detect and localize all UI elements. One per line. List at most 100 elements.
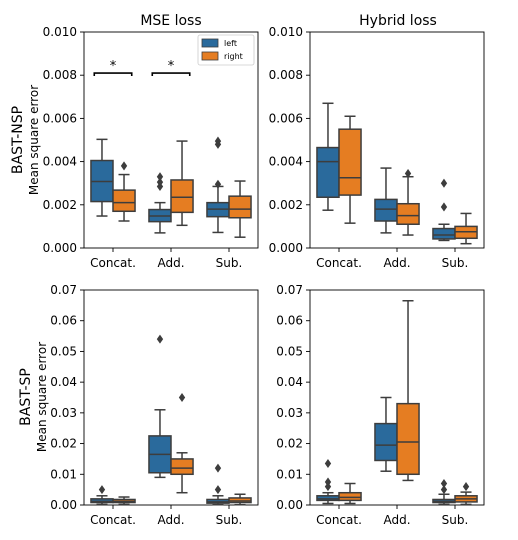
x-tick-label: Sub. [216, 513, 243, 527]
box-right-concat [112, 161, 136, 222]
legend-swatch-left [201, 38, 219, 48]
box-left-sub [432, 478, 456, 506]
box-iqr [170, 179, 194, 214]
box-right-sub [228, 180, 252, 238]
outlier-point [214, 179, 222, 189]
box-iqr [170, 458, 194, 476]
y-tick-label: 0.07 [50, 283, 77, 297]
column-title-hybrid: Hybrid loss [359, 13, 437, 29]
row-title-nsp: BAST-NSP [10, 106, 26, 174]
y-tick-label: 0.008 [269, 68, 303, 82]
box-left-add [374, 167, 398, 234]
x-tick-label: Sub. [216, 256, 243, 270]
y-tick-label: 0.06 [276, 314, 303, 328]
box-right-add [396, 300, 420, 482]
legend-label-right: right [224, 52, 243, 61]
outlier-point [462, 482, 470, 492]
x-tick-label: Add. [157, 256, 184, 270]
y-tick-label: 0.004 [43, 155, 77, 169]
y-tick-label: 0.04 [50, 375, 77, 389]
box-iqr [432, 227, 456, 240]
box-iqr [228, 195, 252, 219]
significance-marker: * [168, 59, 175, 74]
panel-mse-nsp: 0.000 0.002 0.004 0.006 0.008 0.010 Concat. Add… [43, 25, 259, 270]
x-tick-label: Concat. [90, 513, 136, 527]
outlier-point [404, 168, 412, 179]
row-title-sp: BAST-SP [18, 368, 34, 426]
box-iqr [112, 189, 136, 213]
y-tick-label: 0.02 [50, 437, 77, 451]
outlier-point [98, 485, 106, 495]
outlier-point [440, 202, 448, 212]
box-left-concat [316, 102, 340, 211]
y-tick-label: 0.006 [43, 111, 77, 125]
legend-swatch-right [201, 51, 219, 61]
y-tick-label: 0.010 [43, 25, 77, 39]
box-left-sub [206, 463, 230, 506]
y-tick-label: 0.00 [276, 498, 303, 512]
outlier-point [440, 178, 448, 188]
box-left-sub [432, 178, 456, 242]
box-iqr [338, 128, 362, 196]
y-tick-label: 0.04 [276, 375, 303, 389]
box-left-add [148, 334, 172, 479]
box-left-add [374, 396, 398, 472]
y-tick-label: 0.000 [269, 241, 303, 255]
box-right-sub [454, 482, 478, 506]
y-tick-label: 0.010 [269, 25, 303, 39]
y-tick-label: 0.002 [43, 198, 77, 212]
row-ylabel-nsp: Mean square error [27, 85, 41, 195]
y-tick-label: 0.01 [276, 467, 303, 481]
outlier-point [214, 136, 222, 146]
box-left-concat [316, 459, 340, 505]
outlier-point [120, 161, 128, 171]
box-iqr [396, 402, 420, 476]
row-ylabel-sp: Mean square error [35, 342, 49, 452]
box-right-add [170, 140, 194, 227]
significance-bracket [151, 72, 191, 77]
y-tick-label: 0.03 [50, 406, 77, 420]
box-iqr [396, 202, 420, 225]
x-tick-label: Add. [383, 513, 410, 527]
outlier-point [178, 392, 186, 403]
x-tick-label: Concat. [316, 513, 362, 527]
panel-hybrid-nsp: 0.000 0.002 0.004 0.006 0.008 0.010 Concat. Add… [269, 25, 485, 270]
box-right-sub [228, 493, 252, 506]
box-right-add [170, 392, 194, 494]
outlier-point [214, 463, 222, 473]
outlier-point [440, 478, 448, 489]
x-tick-label: Sub. [442, 256, 469, 270]
y-tick-label: 0.03 [276, 406, 303, 420]
outlier-point [156, 172, 164, 182]
y-tick-label: 0.00 [50, 498, 77, 512]
box-right-add [396, 168, 420, 236]
box-iqr [374, 198, 398, 222]
y-tick-label: 0.05 [276, 344, 303, 358]
outlier-point [324, 459, 332, 469]
outlier-point [214, 485, 222, 495]
x-tick-label: Concat. [90, 256, 136, 270]
box-iqr [316, 495, 340, 502]
x-tick-label: Sub. [442, 513, 469, 527]
column-title-mse: MSE loss [140, 13, 201, 29]
significance-bracket [93, 72, 133, 77]
outlier-point [156, 177, 164, 187]
box-right-concat [112, 496, 136, 506]
outlier-point [324, 477, 332, 487]
outlier-point [440, 485, 448, 495]
box-iqr [228, 497, 252, 504]
y-tick-label: 0.002 [269, 198, 303, 212]
box-iqr [338, 491, 362, 502]
box-left-add [148, 172, 172, 234]
y-tick-label: 0.000 [43, 241, 77, 255]
x-tick-label: Concat. [316, 256, 362, 270]
y-tick-label: 0.008 [43, 68, 77, 82]
y-tick-label: 0.006 [269, 111, 303, 125]
legend-label-left: left [224, 39, 237, 48]
y-tick-label: 0.02 [276, 437, 303, 451]
x-tick-label: Add. [383, 256, 410, 270]
y-tick-label: 0.05 [50, 344, 77, 358]
box-right-concat [338, 482, 362, 505]
panel-mse-sp: 0.00 0.01 0.02 0.03 0.04 0.05 0.06 0.07 Concat. A… [50, 283, 259, 527]
